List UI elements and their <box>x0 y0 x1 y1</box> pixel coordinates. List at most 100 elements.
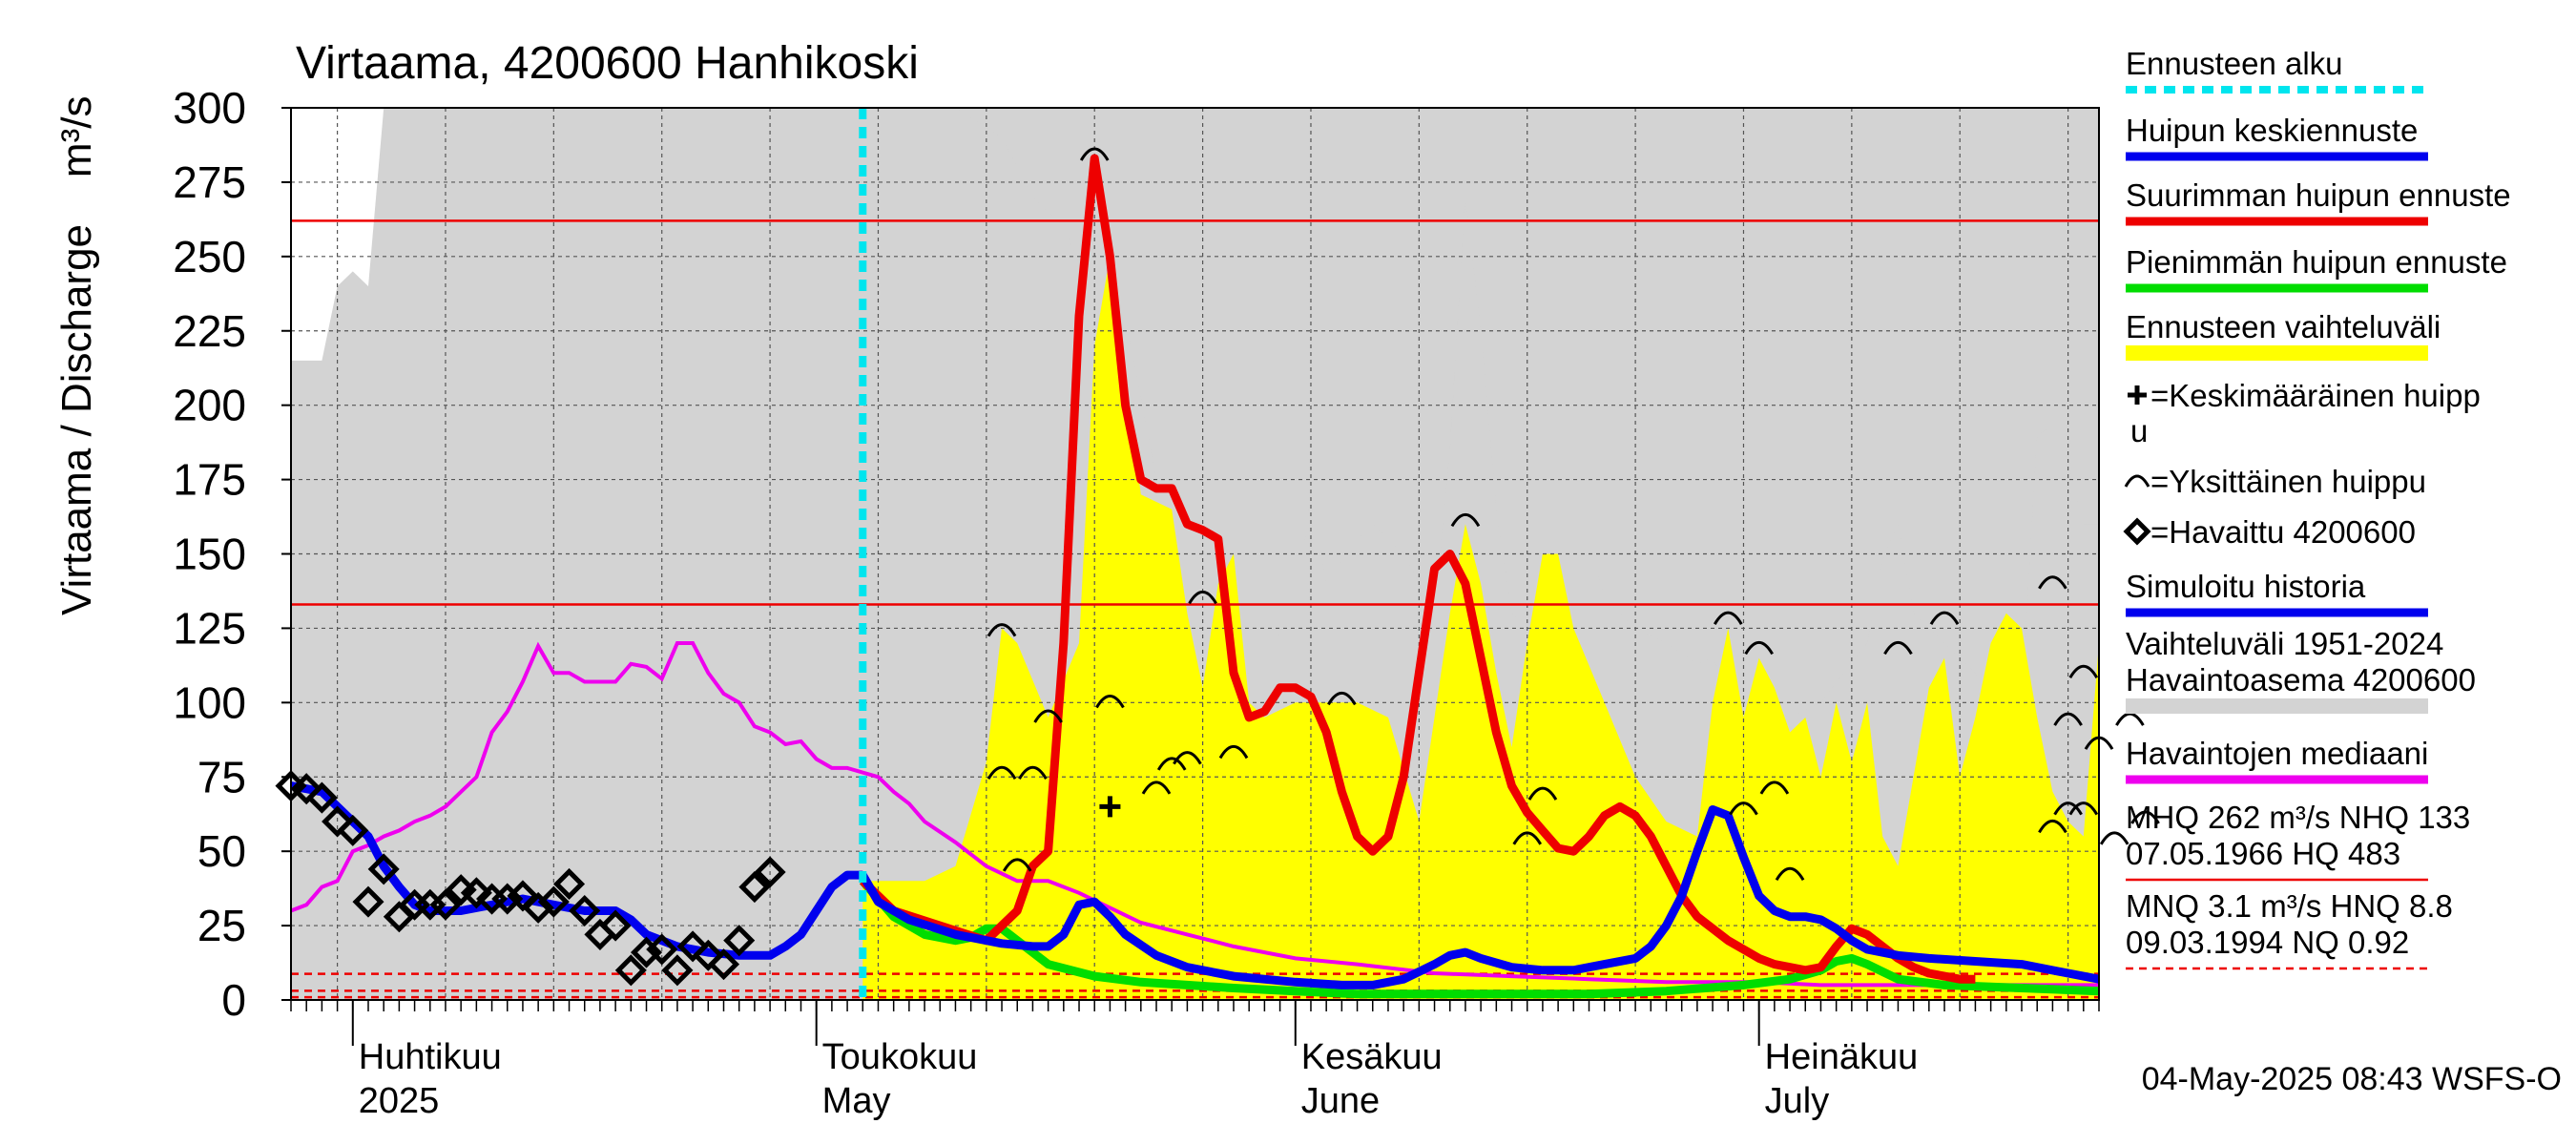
observed-point <box>429 888 462 921</box>
single-peak-marker <box>1775 866 1805 882</box>
observed-point <box>569 894 601 927</box>
single-peak-marker <box>1141 781 1172 795</box>
observed-point <box>290 773 322 805</box>
single-peak-marker <box>2130 810 2160 824</box>
single-peak-marker <box>1156 757 1187 771</box>
observed-point <box>337 814 369 846</box>
single-peak-marker <box>2115 712 2145 726</box>
legend-label-continued: u <box>2130 413 2148 448</box>
legend-observed-symbol <box>2123 517 2151 546</box>
observed-point <box>553 867 586 900</box>
x-month-label-en: May <box>822 1081 891 1121</box>
single-peak-marker <box>1527 786 1558 801</box>
single-peak-marker <box>1018 765 1048 781</box>
single-peak-marker <box>987 623 1017 637</box>
y-tick-label: 225 <box>173 306 246 356</box>
legend-sample <box>2126 698 2428 714</box>
x-month-label-en: 2025 <box>359 1081 440 1121</box>
y-tick-label: 250 <box>173 232 246 281</box>
single-peak-marker <box>1450 512 1481 528</box>
legend-label: MNQ 3.1 m³/s HNQ 8.8 <box>2126 888 2453 924</box>
y-tick-label: 100 <box>173 677 246 727</box>
y-tick-label: 150 <box>173 530 246 579</box>
axes: 0 25 50 75 100 125 150 175 200 225 250 275 300 Huhtik… <box>173 83 2100 1121</box>
observed-point <box>507 880 539 912</box>
min-peak-forecast-line <box>859 878 2100 999</box>
legend-single-peak-symbol <box>2124 474 2150 488</box>
y-tick-label: 300 <box>173 83 246 133</box>
forecast-range-area <box>862 256 2099 1000</box>
single-peak-marker <box>2053 712 2083 726</box>
y-tick-label: 0 <box>221 975 246 1025</box>
observed-point <box>460 877 492 909</box>
chart-title: Virtaama, 4200600 Hanhikoski <box>296 38 919 89</box>
max-peak-forecast-line <box>860 154 1976 984</box>
y-tick-label: 50 <box>197 826 246 876</box>
observed-point <box>630 936 663 968</box>
single-peak-marker <box>1033 709 1063 723</box>
single-peak-marker <box>2038 575 2067 590</box>
single-peak-marker <box>2068 802 2099 816</box>
legend-label: MHQ 262 m³/s NHQ 133 <box>2126 800 2470 835</box>
timestamp-footer: 04-May-2025 08:43 WSFS-O <box>2142 1061 2562 1097</box>
single-peak-marker <box>1095 694 1125 709</box>
reference-lines <box>291 219 2099 999</box>
single-peak-marker <box>1188 590 1217 605</box>
single-peak-marker <box>1002 858 1032 872</box>
grid <box>291 107 2099 1000</box>
single-peak-marker <box>1883 640 1913 656</box>
legend-label: Vaihteluväli 1951-2024 <box>2126 626 2443 661</box>
y-tick-label: 25 <box>197 901 246 950</box>
forecast-range-band <box>862 256 2099 1000</box>
single-peak-marker <box>1713 611 1743 625</box>
x-month-label-en: June <box>1301 1081 1380 1121</box>
legend-label: Havaintojen mediaani <box>2126 736 2428 771</box>
single-peak-marker <box>2038 819 2067 834</box>
observed-point <box>692 939 724 971</box>
legend-label: =Havaittu 4200600 <box>2150 514 2416 550</box>
single-peak-marker <box>2099 831 2129 845</box>
observed-point <box>305 781 338 814</box>
legend-sample <box>2126 345 2428 361</box>
observed-point <box>522 891 554 924</box>
single-peak-marker <box>1327 691 1357 706</box>
mean-peak-forecast-line <box>859 805 2100 989</box>
single-peak-marker <box>1759 781 1790 795</box>
x-month-label-fi: Heinäkuu <box>1765 1037 1919 1077</box>
x-month-label-en: July <box>1765 1081 1830 1121</box>
y-axis-label: Virtaama / Discharge m³/s <box>53 96 100 615</box>
observed-median-line <box>290 641 2099 988</box>
single-peak-marker <box>1929 611 1960 625</box>
observed-point <box>491 883 524 915</box>
legend-label: =Keskimääräinen huipp <box>2150 378 2481 413</box>
legend-label-continued: 09.03.1994 NQ 0.92 <box>2126 925 2409 960</box>
y-tick-label: 200 <box>173 381 246 430</box>
peak-markers <box>275 147 2160 987</box>
single-peak-marker <box>1079 147 1110 161</box>
observed-point <box>537 885 570 918</box>
observed-point <box>661 954 694 987</box>
single-peak-marker <box>1173 751 1202 765</box>
legend-label: Huipun keskiennuste <box>2126 113 2418 148</box>
x-month-label-fi: Toukokuu <box>822 1037 978 1077</box>
y-tick-label: 275 <box>173 157 246 207</box>
observed-point <box>676 930 709 963</box>
legend-label-continued: Havaintoasema 4200600 <box>2126 662 2476 697</box>
legend-label-continued: 07.05.1966 HQ 483 <box>2126 836 2400 871</box>
single-peak-marker <box>987 765 1017 781</box>
observed-point <box>723 925 756 957</box>
mean-peak-marker <box>1099 796 1121 818</box>
observed-point <box>738 871 771 904</box>
y-tick-label: 125 <box>173 603 246 653</box>
legend-label: Ennusteen alku <box>2126 46 2343 81</box>
legend-label: Ennusteen vaihteluväli <box>2126 309 2441 344</box>
x-month-label-fi: Kesäkuu <box>1301 1037 1443 1077</box>
single-peak-marker <box>1729 802 1758 816</box>
legend-label: =Yksittäinen huippu <box>2150 464 2426 499</box>
legend-mean-peak-symbol <box>2128 385 2147 405</box>
observed-point <box>707 948 740 981</box>
legend-label: Suurimman huipun ennuste <box>2126 177 2511 213</box>
observed-point <box>352 885 384 918</box>
legend: Ennusteen alku Huipun keskiennuste Suurimm… <box>2123 46 2511 970</box>
